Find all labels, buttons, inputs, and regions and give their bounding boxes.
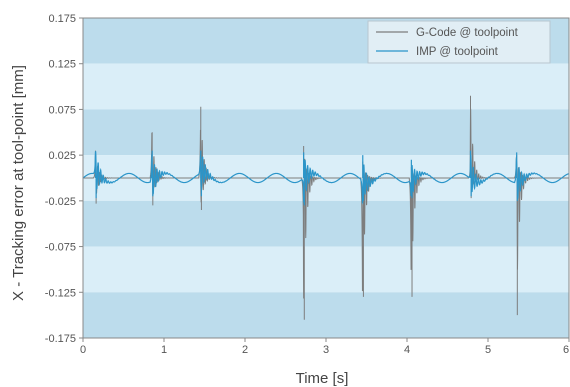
plot-traces <box>82 95 570 320</box>
x-tick-label: 0 <box>80 344 86 356</box>
x-tick-label: 4 <box>404 344 410 356</box>
legend-label-gcode: G-Code @ toolpoint <box>416 27 519 39</box>
legend-label-imp: IMP @ toolpoint <box>416 46 499 58</box>
background-band <box>83 292 569 338</box>
y-axis-label: X - Tracking error at tool-point [mm] <box>10 65 27 301</box>
y-tick-label: -0.175 <box>45 333 76 345</box>
background-band <box>83 109 569 156</box>
x-tick-label: 1 <box>161 344 167 356</box>
background-band <box>83 63 569 110</box>
y-tick-label: 0.125 <box>48 59 76 71</box>
x-tick-label: 5 <box>485 344 491 356</box>
background-band <box>83 200 569 247</box>
y-tick-label: -0.125 <box>45 287 76 299</box>
y-tick-label: -0.025 <box>45 196 76 208</box>
y-tick-label: 0.025 <box>48 150 76 162</box>
x-tick-label: 6 <box>563 344 569 356</box>
x-axis-ticks: 0 1 2 3 4 5 6 <box>80 338 570 356</box>
y-axis-ticks: 0.175 0.125 0.075 0.025 -0.025 -0.075 -0.125 -0… <box>45 13 83 345</box>
y-tick-label: -0.075 <box>45 242 76 254</box>
background-bands <box>83 18 569 338</box>
imp-toolpoint-line <box>82 150 570 206</box>
y-tick-label: 0.075 <box>48 104 76 116</box>
x-axis-label: Time [s] <box>296 370 349 387</box>
legend-box <box>367 20 551 64</box>
background-band <box>83 246 569 293</box>
legend: G-Code @ toolpoint IMP @ toolpoint <box>367 20 551 64</box>
x-tick-label: 3 <box>323 344 329 356</box>
x-tick-label: 2 <box>242 344 248 356</box>
y-tick-label: 0.175 <box>48 13 76 25</box>
